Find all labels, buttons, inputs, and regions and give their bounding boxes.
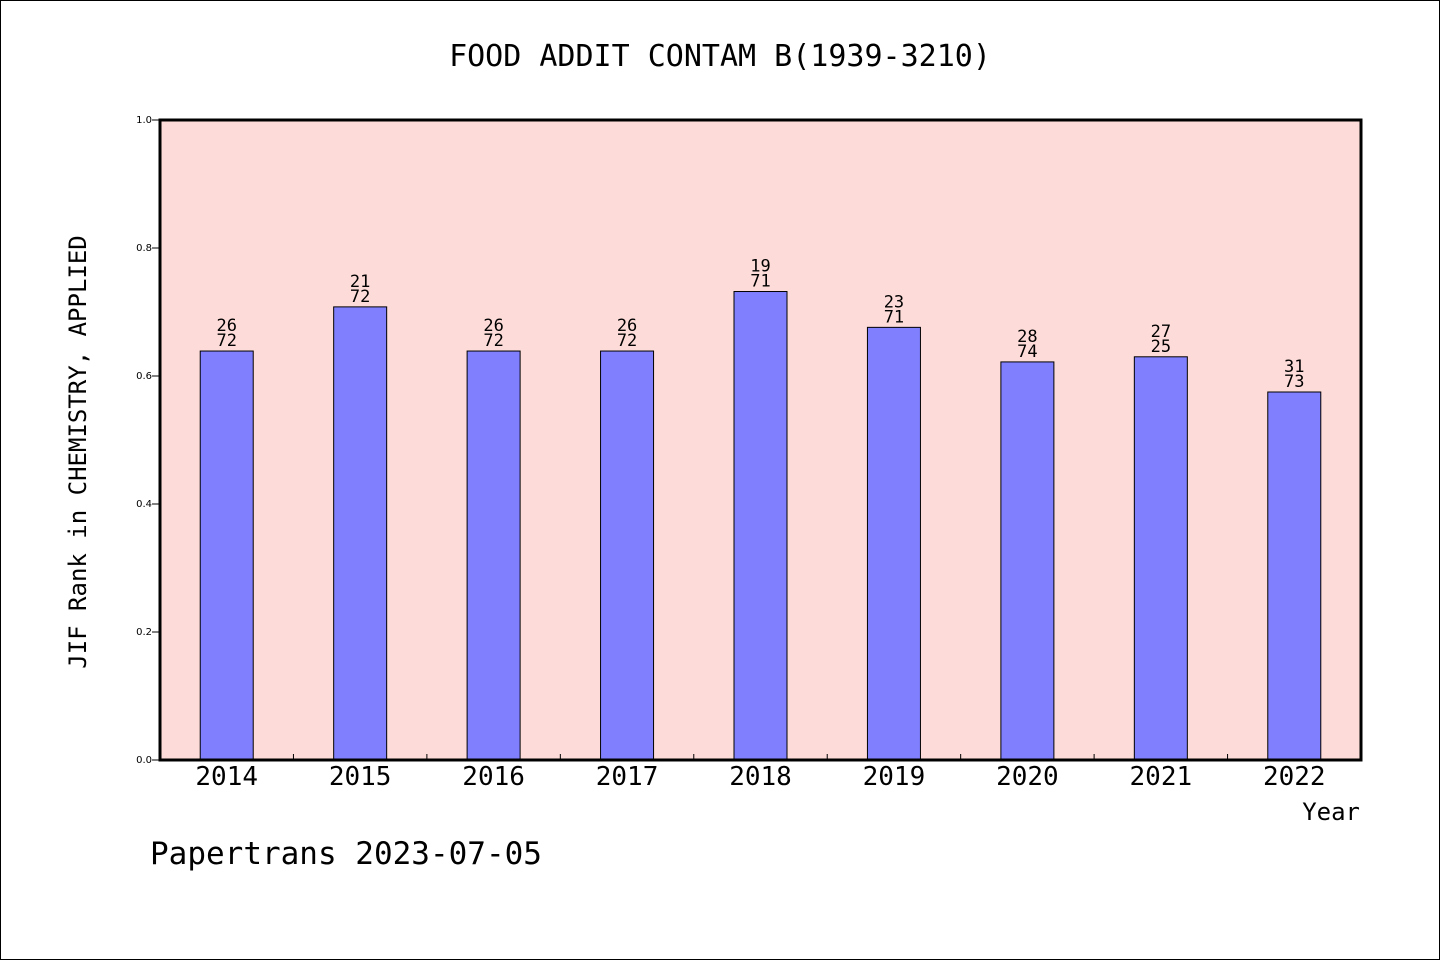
bar-label-bottom: 72 <box>216 331 236 351</box>
bar-label-bottom: 73 <box>1284 372 1304 392</box>
bar-2017 <box>600 350 655 761</box>
bar-label-top: 27 <box>1151 322 1171 342</box>
bar-label-top: 31 <box>1284 357 1304 377</box>
bar-label-top: 26 <box>617 316 637 336</box>
y-axis: 0.0 0.2 0.4 0.6 0.8 1.0 <box>136 115 160 766</box>
bar-label-top: 26 <box>483 316 503 336</box>
bar-label-top: 23 <box>884 292 904 312</box>
plot-border <box>158 118 1363 762</box>
bar-label-bottom: 74 <box>1017 342 1037 362</box>
bar-label-top: 28 <box>1017 327 1037 347</box>
x-axis: 2014 2015 2016 2017 2018 2019 2020 2021 2022 <box>195 754 1326 792</box>
y-tick-label: 1.0 <box>136 115 152 126</box>
watermark-text: Papertrans 2023-07-05 <box>150 836 542 872</box>
bar-label-bottom: 72 <box>350 287 370 307</box>
x-tick-label: 2022 <box>1263 762 1326 792</box>
x-tick-label: 2017 <box>596 762 659 792</box>
y-tick-label: 0.6 <box>136 371 152 382</box>
bar-label-bottom: 25 <box>1151 337 1171 357</box>
bar-label-top: 19 <box>750 257 770 277</box>
bar-label-top: 21 <box>350 272 370 292</box>
bar-series <box>199 291 1322 761</box>
y-axis-label: JIF Rank in CHEMISTRY, APPLIED <box>64 235 92 668</box>
bar-2021 <box>1133 356 1188 761</box>
x-tick-label: 2014 <box>195 762 258 792</box>
x-tick-label: 2020 <box>996 762 1059 792</box>
y-tick-label: 0.2 <box>136 627 152 638</box>
bar-label-bottom: 72 <box>617 331 637 351</box>
bar-2016 <box>466 350 521 761</box>
bar-label-bottom: 72 <box>483 331 503 351</box>
bar-label-bottom: 71 <box>884 307 904 327</box>
bar-2020 <box>1000 361 1055 761</box>
bar-2019 <box>866 326 921 761</box>
x-tick-label: 2016 <box>462 762 525 792</box>
y-tick-label: 0.4 <box>136 499 152 510</box>
chart-title: FOOD ADDIT CONTAM B(1939-3210) <box>449 39 991 74</box>
bar-2015 <box>333 306 388 761</box>
bar-2014 <box>199 350 254 761</box>
x-tick-label: 2015 <box>329 762 392 792</box>
bar-2022 <box>1267 391 1322 761</box>
x-axis-label: Year <box>1302 798 1360 826</box>
bar-label-top: 26 <box>216 316 236 336</box>
bar-label-bottom: 71 <box>750 272 770 292</box>
y-tick-label: 0.8 <box>136 243 152 254</box>
x-tick-label: 2021 <box>1130 762 1193 792</box>
x-tick-label: 2019 <box>863 762 926 792</box>
bar-2018 <box>733 291 788 761</box>
x-tick-label: 2018 <box>729 762 792 792</box>
y-tick-label: 0.0 <box>136 755 152 766</box>
